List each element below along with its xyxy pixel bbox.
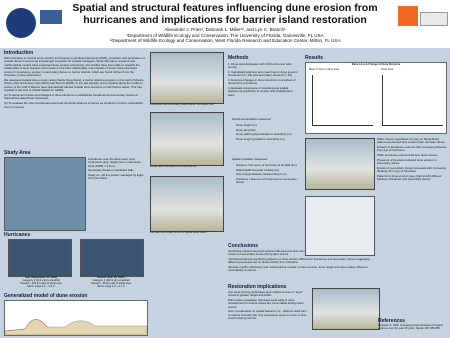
list-item: Dune length (parallel to shoreline) (m) [236,136,285,141]
affiliation: ¹Department of Wildlife Ecology and Cons… [126,32,324,38]
list-item: •Structural features explaining patterns… [228,257,370,265]
list-item: Island width at center of dune (m) [236,167,279,172]
list-item: (a) To document losses and changes in du… [4,93,139,101]
erosion-line [4,319,48,332]
list-item: Give consideration to spatial features (… [228,309,307,321]
logo-ifas [420,12,448,26]
section-heading: Introduction [4,50,34,56]
section-heading: Restoration implications [228,284,287,290]
intro-text: With increases in tropical storm activit… [4,56,146,111]
study-area-notes: Foredunes near shoreline were once conti… [88,157,146,182]
list-item: Erosion of foredunes reduced with increa… [377,145,447,153]
photo-caption: Foredunes and secondary dunes before Hur… [150,103,215,106]
list-item: Patterns in dune erosion (see chart at l… [377,173,442,181]
hurricane-name: Ivan (September 16, 2004) [25,276,57,279]
list-item: 3. Examine changes in dune structure on … [228,78,296,86]
section-heading: Results [305,55,324,61]
spatial-variables: Distance from apex of hurricane at landf… [236,163,298,186]
study-area-map [4,157,86,231]
list-item: Category 3 (113 mph) at landfall [22,279,60,282]
authors: Alexander J. Pries¹, Deborah L. Miller¹²… [90,27,360,44]
list-item: Dune width (perpendicular to shoreline) … [236,132,292,137]
photo [150,112,224,166]
panel-plot [312,75,373,126]
list-item: Wider dunes (regardless of type) on Sant… [377,137,446,145]
panel-title: Mean % loss in dune area [309,68,339,71]
methods-list: 1. Dune area delineated with GIS before … [228,62,298,98]
photo [305,138,375,190]
list-item: Storm surge 2.1 – 4.6 m [27,285,55,288]
logo-uf [398,6,418,26]
model-diagram [4,300,148,336]
section-heading: Conclusions [228,243,259,249]
structural-variables: Dune height (m) Dune area (ha) Dune width … [236,123,298,142]
restoration-list: Use sand fencing techniques and multiple… [228,290,308,322]
panel-title: Dune area [381,68,394,71]
hurricane-name: Dennis (July 10, 2005) [97,276,125,279]
list-item: 1. Dune area delineated with GIS before … [228,62,292,70]
chart-title: Dune Loss & Change in Dune Structure [351,63,401,66]
list-item: •Hurricane impacts severely reduce total… [228,249,372,257]
list-item: (b) To evaluate the role of landscape-le… [4,101,143,109]
photo [150,52,224,104]
list-item: Presence of foredune reduced dune erosio… [377,157,437,165]
list-item: •Results confirm laboratory and mathemat… [228,265,368,273]
hurricane-caption: Dennis (July 10, 2005) Category 3 (120 m… [78,276,144,288]
list-item: With increases in tropical storm activit… [4,56,145,78]
logo-wfrec [40,10,62,24]
list-item: Distance from apex of hurricane at landf… [236,163,297,167]
list-item: 4. Evaluate importance of structural and… [228,86,293,97]
photo [150,176,224,232]
hurricane-image [80,239,144,277]
variables-heading: Structural variables measured: [232,117,272,121]
conclusions-list: •Hurricane impacts severely reduce total… [228,249,378,274]
model-drawing [4,319,148,336]
section-heading: Methods [228,55,249,61]
header: Spatial and structural features influenc… [0,0,450,48]
results-chart: Dune Loss & Change in Dune Structure Mea… [305,62,447,134]
list-item: Plant native vegetation that traps sand … [228,298,304,309]
list-item: Size of gap between nearest dunes (m) [236,172,287,177]
poster-title: Spatial and structural features influenc… [72,2,378,26]
list-item: Erosion in secondary dunes increased wit… [377,165,446,173]
photo-caption: Remnant secondary dunes on Santa Rosa Is… [150,231,208,234]
reference: Emanuel, K. 2005. Increasing destructive… [378,324,443,330]
dune-profile [4,319,148,336]
list-item: Study on ~20 km portion managed by Eglin… [88,173,144,181]
section-heading: References [378,318,405,324]
panel-plot [382,75,443,126]
list-item: Use sand fencing techniques and multiple… [228,290,304,298]
list-item: We assessed coastal dune erosion along S… [4,77,144,93]
section-heading: Hurricanes [4,232,31,238]
tree-diagram [305,196,375,256]
affiliation: ¹²Department of Wildlife Ecology and Con… [109,38,341,43]
hurricane-facts: Category 3 (113 mph) at landfall Passed ~… [8,279,74,288]
photo [312,288,380,330]
list-item: Taller foredunes experienced less dune e… [377,153,439,157]
hurricane-image [8,239,72,277]
list-item: Dune height (m) [236,123,257,127]
list-item: Presence / absence of foredunes for seco… [236,176,297,185]
hurricane-caption: Ivan (September 16, 2004) Category 3 (11… [8,276,74,288]
section-heading: Generalized model of dune erosion [4,293,88,299]
author-line: Alexander J. Pries¹, Deborah L. Miller¹²… [164,27,286,32]
list-item: Dune area (ha) [236,127,256,132]
list-item: Foredunes near shoreline were once conti… [88,157,142,168]
photo-caption: Dunes after Hurricanes Ivan and Dennis. [150,165,197,168]
hurricane-facts: Category 3 (120 mph) at landfall Passed ~… [78,279,144,288]
variables-heading: Spatial variables measured: [232,157,268,161]
list-item: Secondary dunes on landward side. [88,168,134,173]
logo-left [6,8,36,38]
list-item: Category 3 (120 mph) at landfall [92,279,130,282]
list-item: 2. Calculated total loss and mean loss i… [228,70,298,78]
section-heading: Study Area [4,150,31,156]
list-item: Passed ~ 46 km east of study area [90,282,131,285]
list-item: Passed ~ 103 km east of study area [20,282,62,285]
results-list: Wider dunes (regardless of type) on Sant… [377,137,447,183]
list-item: Storm surge 1.8 – 2.7 m [97,285,125,288]
